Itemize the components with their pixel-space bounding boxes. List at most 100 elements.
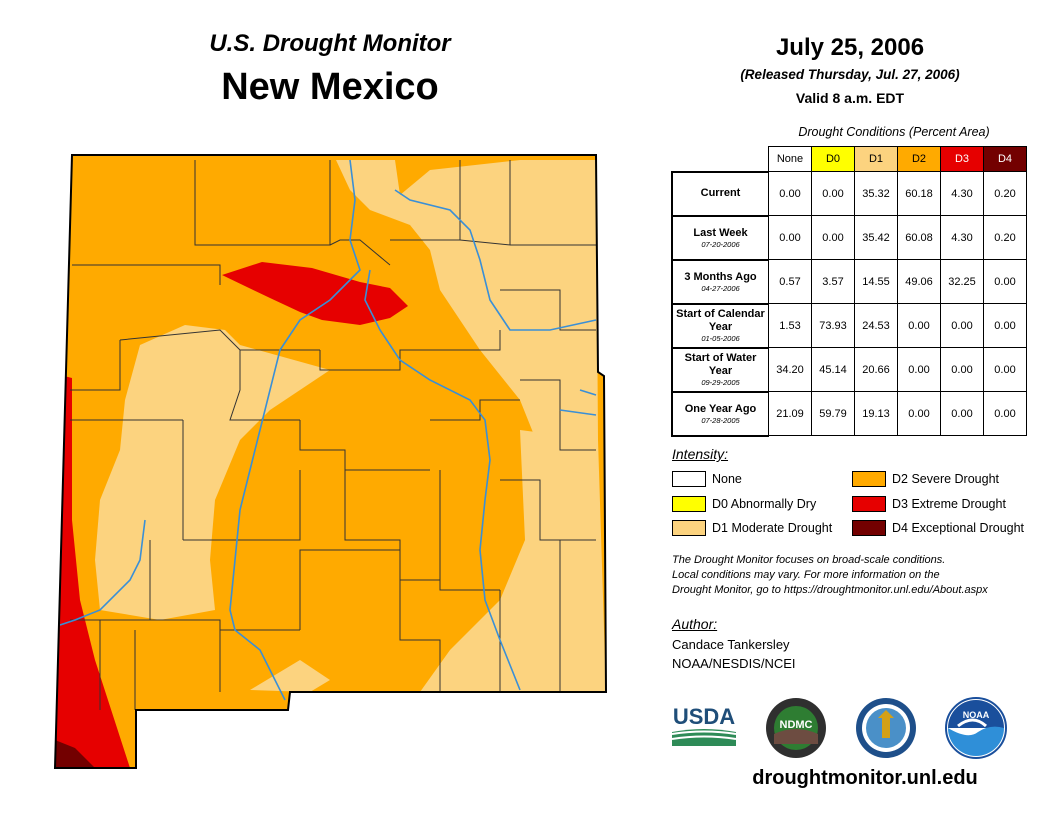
- d1-west-central-area: [95, 325, 330, 620]
- column-header-none: None: [768, 146, 812, 172]
- column-header-d2: D2: [897, 146, 941, 172]
- row-label: 3 Months Ago 04-27-2006: [671, 258, 769, 305]
- state-outline: [53, 154, 608, 769]
- svg-text:NDMC: NDMC: [780, 719, 813, 731]
- table-cell: 21.09: [768, 391, 812, 436]
- table-caption: Drought Conditions (Percent Area): [798, 125, 990, 139]
- table-cell: 0.00: [940, 347, 984, 392]
- row-label: One Year Ago 07-28-2005: [671, 390, 769, 437]
- table-cell: 0.00: [940, 391, 984, 436]
- table-cell: 0.00: [897, 303, 941, 348]
- website-link[interactable]: droughtmonitor.unl.edu: [752, 767, 978, 789]
- table-cell: 0.00: [983, 347, 1027, 392]
- disclaimer-note: The Drought Monitor focuses on broad-sca…: [672, 554, 988, 596]
- table-cell: 0.00: [983, 303, 1027, 348]
- column-header-d0: D0: [811, 146, 855, 172]
- d3-north-area: [222, 262, 408, 325]
- table-cell: 0.20: [983, 171, 1027, 216]
- table-cell: 14.55: [854, 259, 898, 304]
- table-row-3-months-ago: 3 Months Ago 04-27-2006 0.57 3.57 14.55 4…: [671, 258, 1027, 305]
- table-cell: 49.06: [897, 259, 941, 304]
- valid-time: Valid 8 a.m. EDT: [795, 90, 905, 106]
- row-label: Current: [671, 170, 769, 217]
- table-cell: 4.30: [940, 215, 984, 260]
- table-cell: 1.53: [768, 303, 812, 348]
- row-label: Last Week 07-20-2006: [671, 214, 769, 261]
- table-row-current: Current 0.00 0.00 35.32 60.18 4.30 0.20: [671, 170, 1027, 217]
- table-cell: 60.18: [897, 171, 941, 216]
- table-row-one-year-ago: One Year Ago 07-28-2005 21.09 59.79 19.13…: [671, 390, 1027, 437]
- legend-swatch: [672, 471, 706, 487]
- table-cell: 45.14: [811, 347, 855, 392]
- d1-northeast-area: [336, 160, 598, 450]
- table-cell: 60.08: [897, 215, 941, 260]
- author-org: NOAA/NESDIS/NCEI: [672, 656, 796, 671]
- table-cell: 0.00: [897, 391, 941, 436]
- table-cell: 0.57: [768, 259, 812, 304]
- table-cell: 0.00: [897, 347, 941, 392]
- legend-swatch: [852, 496, 886, 512]
- map-date: July 25, 2006: [775, 34, 925, 61]
- d1-south-area: [250, 660, 330, 692]
- table-cell: 24.53: [854, 303, 898, 348]
- drought-conditions-table: None D0 D1 D2 D3 D4 Current 0.00 0.00 35…: [671, 146, 1027, 437]
- table-cell: 0.00: [983, 259, 1027, 304]
- rivers: [59, 159, 597, 701]
- table-cell: 20.66: [854, 347, 898, 392]
- table-row-start-calendar-year: Start of Calendar Year 01-05-2006 1.53 73…: [671, 302, 1027, 349]
- usda-logo: USDA: [671, 704, 737, 746]
- partner-logos: USDA NDMC NOAA: [671, 697, 1007, 759]
- table-cell: 3.57: [811, 259, 855, 304]
- pecos-river: [364, 269, 521, 691]
- table-cell: 4.30: [940, 171, 984, 216]
- table-cell: 73.93: [811, 303, 855, 348]
- d4-southwest-area: [55, 740, 95, 768]
- legend-item-none: None: [672, 471, 742, 487]
- rio-grande-river: [229, 159, 361, 701]
- noaa-logo: NOAA: [945, 697, 1007, 759]
- column-header-d4: D4: [983, 146, 1027, 172]
- table-cell: 0.00: [768, 215, 812, 260]
- table-cell: 35.42: [854, 215, 898, 260]
- monitor-title: U.S. Drought Monitor: [209, 30, 451, 57]
- state-title: New Mexico: [221, 66, 439, 108]
- table-row-start-water-year: Start of Water Year 09-29-2005 34.20 45.1…: [671, 346, 1027, 393]
- legend-swatch: [672, 496, 706, 512]
- gila-river: [59, 519, 146, 626]
- new-mexico-drought-map: [53, 154, 608, 769]
- column-header-d3: D3: [940, 146, 984, 172]
- table-cell: 35.32: [854, 171, 898, 216]
- legend-swatch: [852, 471, 886, 487]
- legend-swatch: [852, 520, 886, 536]
- legend-item-d3: D3 Extreme Drought: [852, 496, 1006, 512]
- table-cell: 0.00: [811, 171, 855, 216]
- table-cell: 34.20: [768, 347, 812, 392]
- table-cell: 32.25: [940, 259, 984, 304]
- table-cell: 0.20: [983, 215, 1027, 260]
- legend-item-d4: D4 Exceptional Drought: [852, 520, 1024, 536]
- row-label: Start of Calendar Year 01-05-2006: [671, 302, 769, 349]
- d3-west-strip: [55, 375, 130, 768]
- author-name: Candace Tankersley: [672, 637, 790, 652]
- legend-item-d2: D2 Severe Drought: [852, 471, 999, 487]
- table-cell: 0.00: [768, 171, 812, 216]
- commerce-seal-logo: [856, 698, 916, 758]
- san-juan-river: [579, 389, 597, 396]
- row-label: Start of Water Year 09-29-2005: [671, 346, 769, 393]
- table-header-row: None D0 D1 D2 D3 D4: [672, 146, 1027, 172]
- legend-swatch: [672, 520, 706, 536]
- column-header-d1: D1: [854, 146, 898, 172]
- table-cell: 19.13: [854, 391, 898, 436]
- author-title: Author:: [672, 616, 718, 632]
- legend-title: Intensity:: [672, 446, 729, 462]
- release-date: (Released Thursday, Jul. 27, 2006): [740, 67, 960, 82]
- ndmc-logo: NDMC: [766, 698, 826, 758]
- svg-text:USDA: USDA: [673, 704, 735, 729]
- table-cell: 0.00: [811, 215, 855, 260]
- canadian-river: [394, 189, 597, 331]
- svg-text:NOAA: NOAA: [963, 710, 990, 720]
- table-cell: 0.00: [983, 391, 1027, 436]
- red-river: [559, 409, 597, 416]
- table-cell: 0.00: [940, 303, 984, 348]
- table-cell: 59.79: [811, 391, 855, 436]
